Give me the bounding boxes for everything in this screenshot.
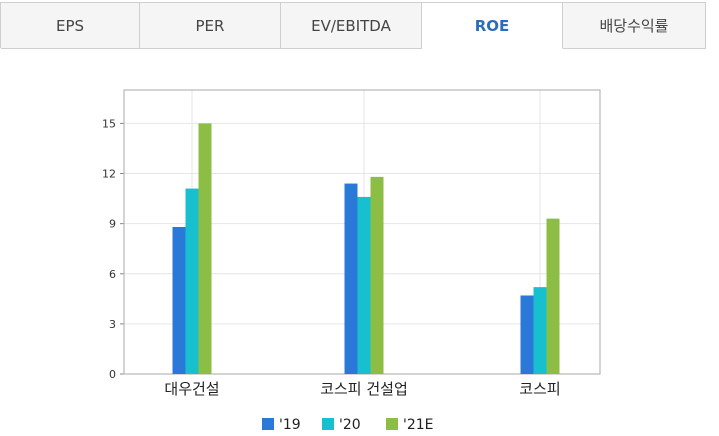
tab-eps[interactable]: EPS [1, 3, 140, 49]
y-tick-label: 0 [109, 368, 116, 381]
tab-dividend-yield[interactable]: 배당수익률 [563, 3, 706, 49]
bar [370, 176, 384, 374]
tab-ev-ebitda[interactable]: EV/EBITDA [281, 3, 422, 49]
bar [344, 183, 358, 374]
category-label: 대우건설 [164, 380, 219, 398]
category-label: 코스피 [519, 380, 560, 398]
bar [533, 287, 547, 374]
y-tick-label: 9 [109, 218, 116, 231]
y-tick-label: 6 [109, 268, 116, 281]
bar [357, 196, 371, 374]
indicator-tab-bar: EPS PER EV/EBITDA ROE 배당수익률 [0, 2, 706, 49]
category-label: 코스피 건설업 [320, 380, 408, 398]
legend-swatch [386, 418, 398, 430]
tab-roe[interactable]: ROE [422, 3, 563, 49]
bar [172, 226, 186, 374]
legend-label: '21E [403, 417, 434, 433]
legend-swatch [322, 418, 334, 430]
tab-per[interactable]: PER [140, 3, 281, 49]
y-tick-label: 12 [102, 168, 116, 181]
legend-label: '19 [279, 417, 301, 433]
y-tick-label: 15 [102, 117, 116, 130]
bar [185, 188, 199, 374]
bar [520, 295, 534, 374]
bar [198, 123, 212, 374]
bar [546, 218, 560, 374]
y-tick-label: 3 [109, 318, 116, 331]
legend-label: '20 [339, 417, 361, 433]
legend-swatch [262, 418, 274, 430]
